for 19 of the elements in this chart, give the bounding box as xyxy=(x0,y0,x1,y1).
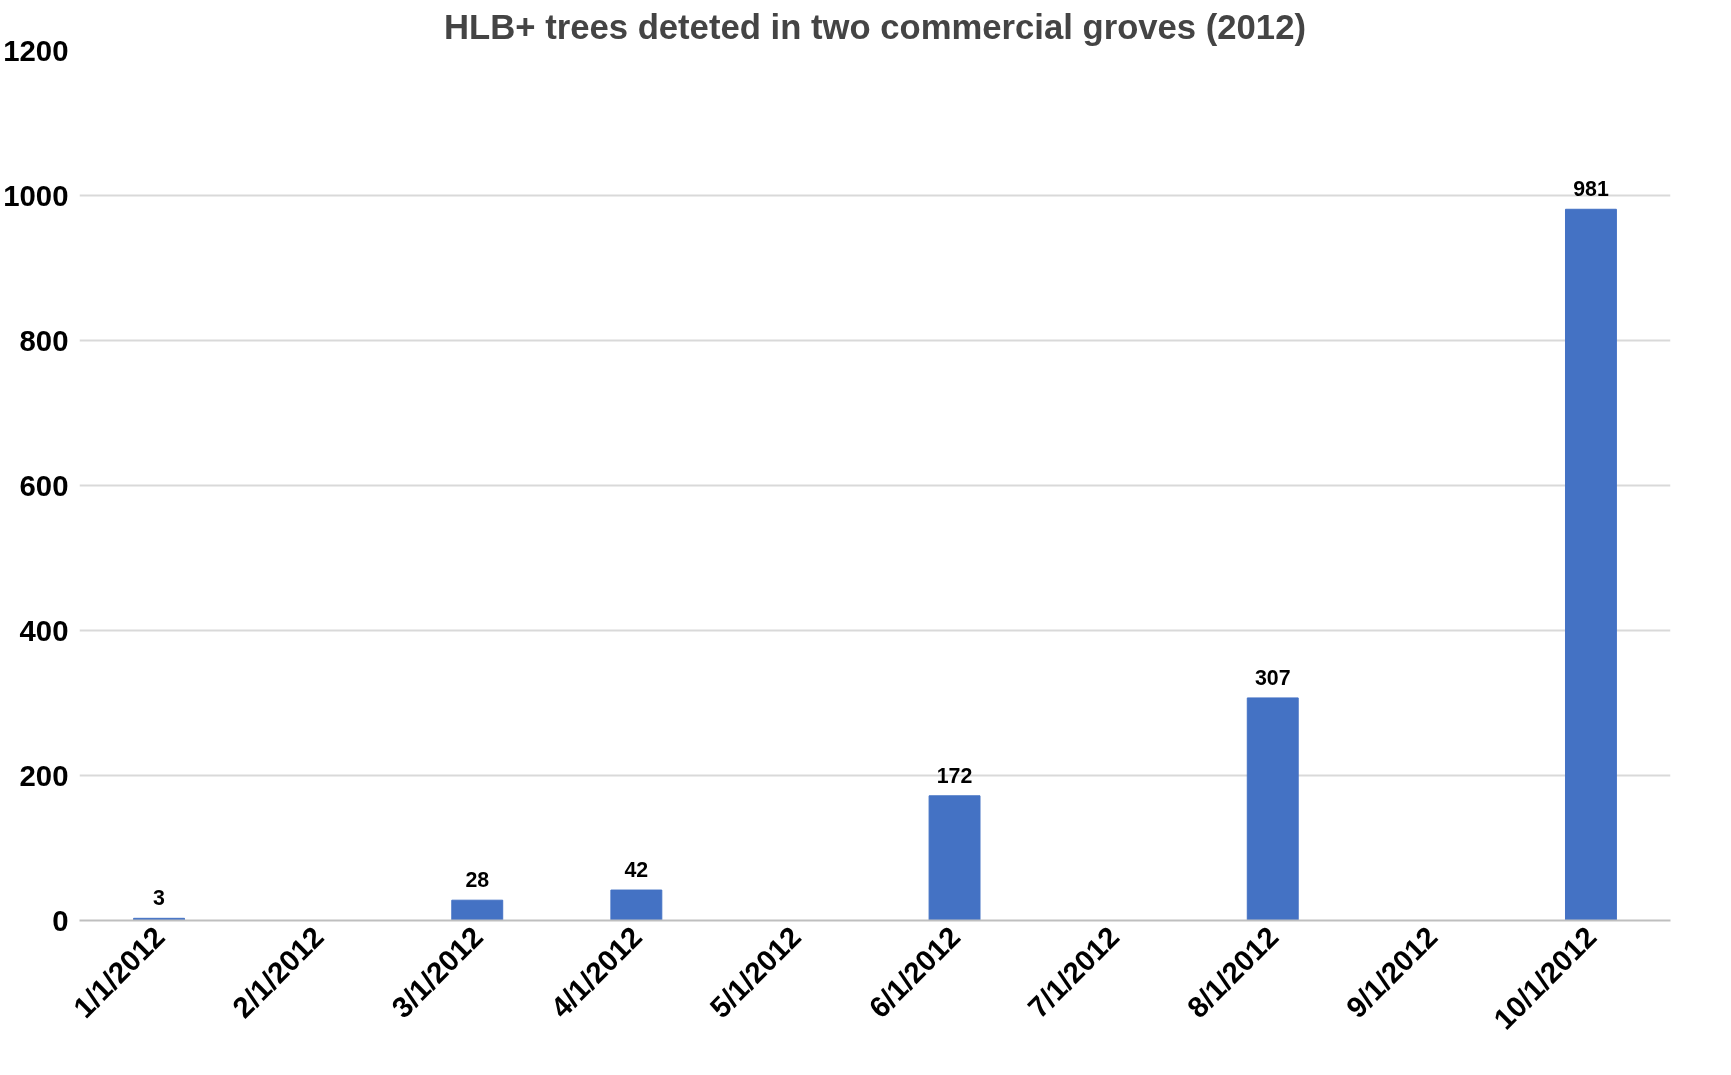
data-label: 307 xyxy=(1254,665,1291,690)
bar xyxy=(928,795,981,921)
y-tick-label: 600 xyxy=(19,468,69,502)
y-tick-label: 400 xyxy=(19,613,69,647)
y-tick-label: 200 xyxy=(19,758,69,792)
y-tick-label: 800 xyxy=(19,323,69,357)
data-label: 28 xyxy=(465,868,490,893)
data-label: 42 xyxy=(624,858,649,882)
y-tick-label: 1000 xyxy=(3,178,69,212)
y-tick-label: 0 xyxy=(52,903,69,937)
bar xyxy=(610,889,663,921)
bar xyxy=(1246,697,1299,921)
data-label: 172 xyxy=(936,763,973,788)
data-label: 3 xyxy=(153,886,166,911)
bar xyxy=(451,899,504,921)
data-label: 981 xyxy=(1573,177,1609,202)
y-tick-label: 1200 xyxy=(3,33,69,67)
bar xyxy=(1564,208,1617,921)
chart-title: HLB+ trees deteted in two commercial groves (2012) xyxy=(444,7,1306,46)
